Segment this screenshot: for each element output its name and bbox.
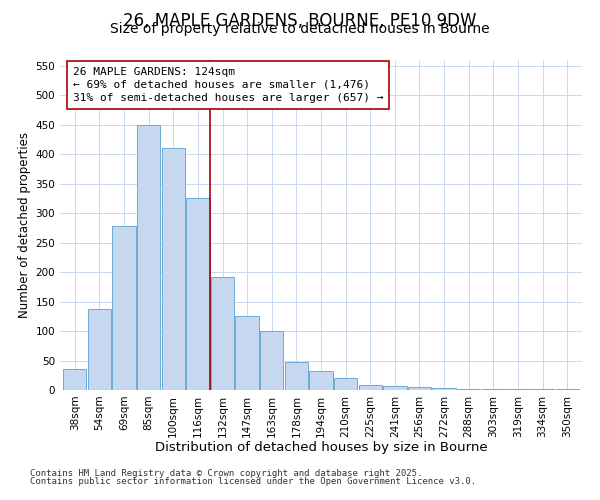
- Bar: [137, 125, 160, 390]
- Bar: [284, 362, 308, 390]
- Bar: [433, 388, 456, 390]
- Text: 26, MAPLE GARDENS, BOURNE, PE10 9DW: 26, MAPLE GARDENS, BOURNE, PE10 9DW: [123, 12, 477, 30]
- Y-axis label: Number of detached properties: Number of detached properties: [18, 132, 31, 318]
- Bar: [63, 370, 86, 390]
- Bar: [334, 378, 358, 390]
- Bar: [408, 387, 431, 390]
- Bar: [235, 316, 259, 390]
- Bar: [310, 371, 332, 390]
- Bar: [211, 277, 234, 390]
- Text: Contains HM Land Registry data © Crown copyright and database right 2025.: Contains HM Land Registry data © Crown c…: [30, 468, 422, 477]
- Bar: [383, 386, 407, 390]
- Text: 26 MAPLE GARDENS: 124sqm
← 69% of detached houses are smaller (1,476)
31% of sem: 26 MAPLE GARDENS: 124sqm ← 69% of detach…: [73, 66, 383, 103]
- Text: Contains public sector information licensed under the Open Government Licence v3: Contains public sector information licen…: [30, 477, 476, 486]
- X-axis label: Distribution of detached houses by size in Bourne: Distribution of detached houses by size …: [155, 441, 487, 454]
- Bar: [186, 198, 209, 390]
- Bar: [260, 331, 283, 390]
- Bar: [457, 389, 481, 390]
- Bar: [556, 389, 579, 390]
- Bar: [161, 148, 185, 390]
- Text: Size of property relative to detached houses in Bourne: Size of property relative to detached ho…: [110, 22, 490, 36]
- Bar: [112, 226, 136, 390]
- Bar: [88, 310, 111, 390]
- Bar: [359, 386, 382, 390]
